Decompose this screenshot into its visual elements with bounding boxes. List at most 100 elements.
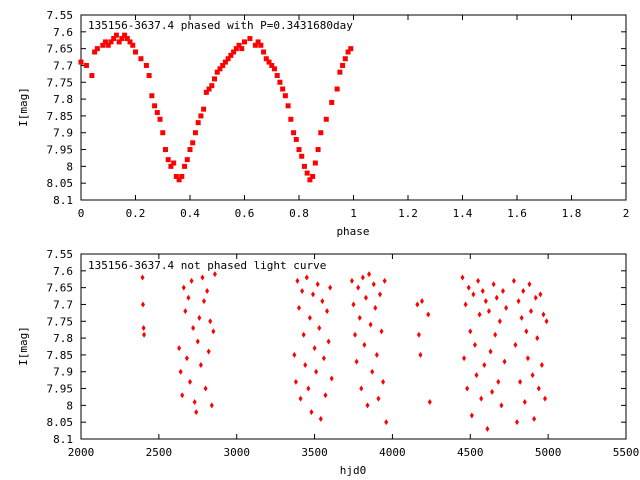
raw-data-point: [515, 419, 519, 426]
raw-x-tick-label: 3500: [301, 446, 328, 459]
phased-data-point: [173, 173, 179, 179]
phased-y-tick-label: 7.95: [47, 144, 74, 157]
phased-data-point: [149, 93, 155, 99]
raw-data-point: [472, 341, 477, 348]
raw-x-tick-label: 5000: [535, 446, 562, 459]
raw-data-point: [311, 291, 316, 298]
phased-data-point: [83, 62, 89, 68]
raw-data-point: [533, 294, 538, 301]
raw-data-point: [351, 301, 356, 308]
phased-data-point: [315, 147, 321, 153]
raw-data-point: [381, 378, 386, 385]
raw-data-point: [536, 385, 541, 392]
raw-data-point: [522, 399, 527, 405]
raw-data-point: [362, 341, 367, 348]
phased-x-axis-title: phase: [336, 225, 369, 238]
phased-data-point: [138, 56, 144, 62]
phased-data-point: [171, 160, 177, 166]
raw-data-point: [321, 355, 326, 362]
raw-x-tick-label: 5500: [613, 446, 640, 459]
raw-data-point: [541, 311, 546, 318]
phased-data-point: [301, 163, 307, 169]
phased-y-tick-label: 7.7: [53, 59, 73, 72]
raw-data-point: [198, 362, 203, 368]
raw-data-point: [483, 298, 488, 305]
phased-data-point: [182, 163, 188, 169]
raw-data-point: [516, 298, 521, 305]
raw-data-point: [363, 294, 368, 301]
raw-axis-ticks: 2000 2500 3000 3500 4000 4500 5000 5500 7.55 7.6 7…: [47, 248, 640, 459]
phased-data-point: [190, 140, 196, 146]
phased-data-point: [293, 136, 299, 142]
phased-data-point: [209, 83, 215, 89]
phased-data-point: [111, 36, 117, 42]
raw-data-point: [357, 314, 362, 321]
raw-data-point: [529, 308, 534, 315]
raw-data-point: [374, 351, 379, 358]
raw-light-curve-panel: 135156-3637.4 not phased light curve hjd…: [17, 248, 639, 477]
phased-data-point: [78, 59, 84, 65]
raw-data-point: [468, 328, 473, 335]
phased-data-point: [187, 147, 193, 153]
raw-data-point: [511, 277, 516, 284]
phased-data-point: [342, 56, 348, 62]
phased-data-point: [146, 73, 152, 79]
raw-y-tick-label: 7.85: [47, 349, 74, 362]
raw-data-point: [493, 331, 498, 338]
phased-y-tick-label: 7.65: [47, 43, 74, 56]
raw-data-point: [416, 331, 421, 338]
raw-x-tick-label: 3000: [223, 446, 250, 459]
raw-data-point: [519, 314, 524, 321]
raw-y-tick-label: 7.95: [47, 383, 74, 396]
raw-data-point: [208, 318, 213, 325]
raw-data-point: [497, 318, 502, 325]
raw-data-point: [329, 375, 334, 382]
phased-x-tick-label: 0: [78, 207, 85, 220]
phased-data-point: [220, 62, 226, 68]
raw-data-point: [377, 291, 382, 298]
raw-data-point: [300, 288, 305, 294]
raw-y-tick-label: 7.9: [53, 366, 73, 379]
phased-data-point: [154, 110, 160, 116]
phased-data-point: [269, 62, 275, 68]
phased-data-point: [192, 130, 198, 136]
raw-data-point: [317, 325, 322, 331]
raw-data-point: [518, 378, 523, 385]
raw-data-point: [293, 378, 298, 385]
raw-data-point: [298, 395, 303, 402]
phased-data-point: [124, 36, 130, 42]
raw-data-point: [303, 362, 308, 368]
raw-data-point: [359, 385, 364, 392]
raw-y-tick-label: 8.1: [53, 433, 73, 446]
raw-x-tick-label: 4000: [379, 446, 406, 459]
raw-data-point: [477, 311, 482, 318]
phased-data-point: [168, 163, 174, 169]
phased-data-point: [282, 93, 288, 99]
raw-data-point: [367, 271, 372, 278]
raw-data-point: [527, 281, 532, 288]
raw-data-point: [524, 328, 529, 335]
phased-data-point: [247, 36, 253, 42]
raw-x-tick-label: 2000: [68, 446, 95, 459]
raw-data-point: [426, 311, 431, 318]
raw-data-point: [140, 301, 145, 308]
raw-data-point: [325, 308, 330, 315]
phased-x-tick-label: 1.8: [562, 207, 582, 220]
phased-data-point: [206, 86, 212, 92]
raw-y-tick-label: 7.7: [53, 298, 73, 311]
raw-data-point: [496, 378, 501, 385]
phased-data-point: [334, 86, 340, 92]
raw-y-axis-title: I[mag]: [17, 326, 30, 366]
raw-data-point: [212, 271, 217, 278]
phased-data-point: [214, 69, 220, 75]
phased-plot-title: 135156-3637.4 phased with P=0.3431680day: [88, 19, 353, 32]
raw-data-point: [197, 314, 202, 321]
phased-data-point: [195, 120, 201, 126]
raw-data-point: [474, 372, 479, 379]
raw-data-point: [181, 284, 186, 291]
phased-y-tick-label: 7.75: [47, 76, 74, 89]
raw-data-point: [177, 345, 182, 352]
raw-data-point: [320, 298, 325, 305]
raw-data-point: [307, 314, 312, 321]
raw-data-point: [480, 288, 485, 294]
